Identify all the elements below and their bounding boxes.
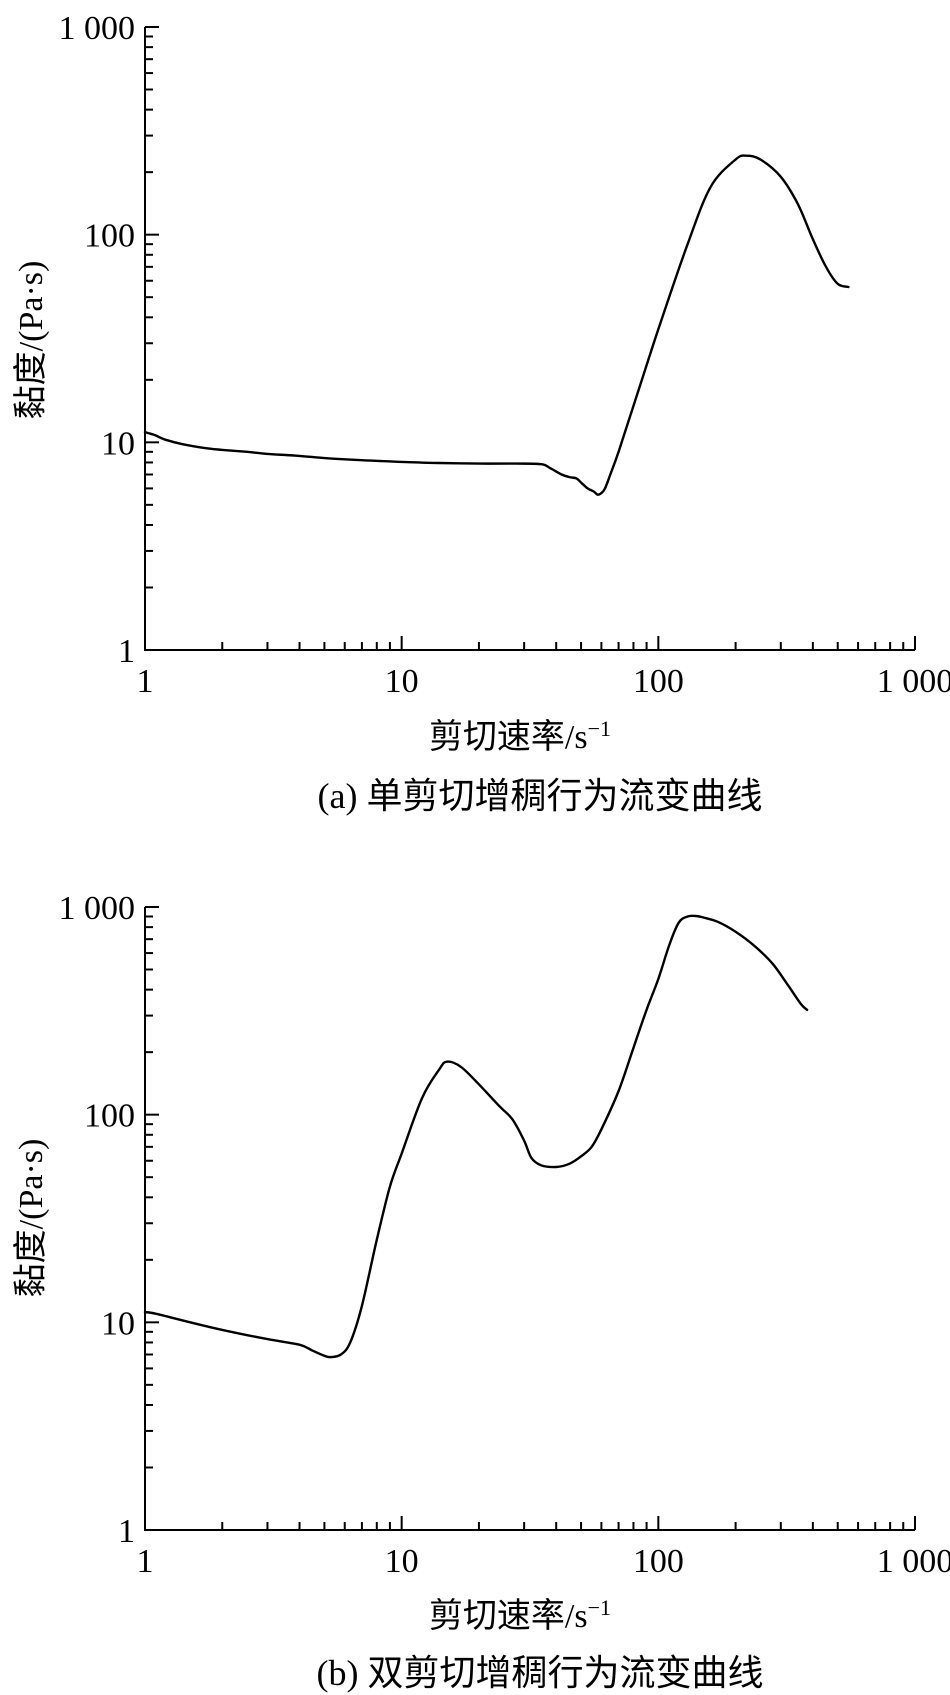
x-axis-label-sup-a: −1 <box>588 716 611 741</box>
x-axis-label-text-b: 剪切速率/s <box>429 1597 588 1635</box>
axis-tick-labels-a: 1 10 100 1 000 1 10 100 1 000 <box>59 10 950 700</box>
y-tick-label-b: 1 000 <box>59 890 136 927</box>
x-tick-label-b: 1 000 <box>877 1543 950 1580</box>
y-tick-label-b: 10 <box>101 1305 135 1342</box>
series-line-a <box>143 154 850 496</box>
x-tick-label-a: 1 <box>137 663 154 700</box>
x-tick-label-a: 100 <box>633 663 684 700</box>
y-tick-label-b: 1 <box>118 1513 135 1550</box>
chart-panel-b: 1 10 100 1 000 1 10 100 1 000 黏度/(Pa·s) 剪切速率/s−… <box>12 890 950 1693</box>
axis-tick-labels-b: 1 10 100 1 000 1 10 100 1 000 <box>59 890 950 1580</box>
caption-b: (b) 双剪切增稠行为流变曲线 <box>317 1653 764 1693</box>
x-tick-label-b: 10 <box>385 1543 419 1580</box>
chart-panel-a: 1 10 100 1 000 1 10 100 1 000 黏度/(Pa·s) 剪切速率/s−… <box>12 10 950 816</box>
axis-ticks-a <box>144 26 916 651</box>
x-tick-label-b: 1 <box>137 1543 154 1580</box>
y-axis-label-a: 黏度/(Pa·s) <box>12 261 50 420</box>
x-axis-line-a <box>144 27 915 651</box>
x-axis-label-b: 剪切速率/s−1 <box>429 1595 611 1636</box>
x-axis-label-sup-b: −1 <box>588 1595 611 1620</box>
y-tick-label-a: 100 <box>84 218 135 255</box>
x-axis-label-text-a: 剪切速率/s <box>429 718 588 756</box>
y-tick-label-a: 1 <box>118 633 135 670</box>
x-tick-label-a: 10 <box>385 663 419 700</box>
x-axis-label-a: 剪切速率/s−1 <box>429 716 611 757</box>
series-line-b <box>143 914 809 1359</box>
y-tick-label-a: 1 000 <box>59 10 136 47</box>
x-tick-label-a: 1 000 <box>877 663 950 700</box>
y-axis-label-b: 黏度/(Pa·s) <box>12 1139 50 1298</box>
y-tick-label-b: 100 <box>84 1098 135 1135</box>
y-tick-label-a: 10 <box>101 425 135 462</box>
x-axis-line-b <box>144 907 915 1531</box>
x-tick-label-b: 100 <box>633 1543 684 1580</box>
caption-a: (a) 单剪切增稠行为流变曲线 <box>318 776 763 816</box>
